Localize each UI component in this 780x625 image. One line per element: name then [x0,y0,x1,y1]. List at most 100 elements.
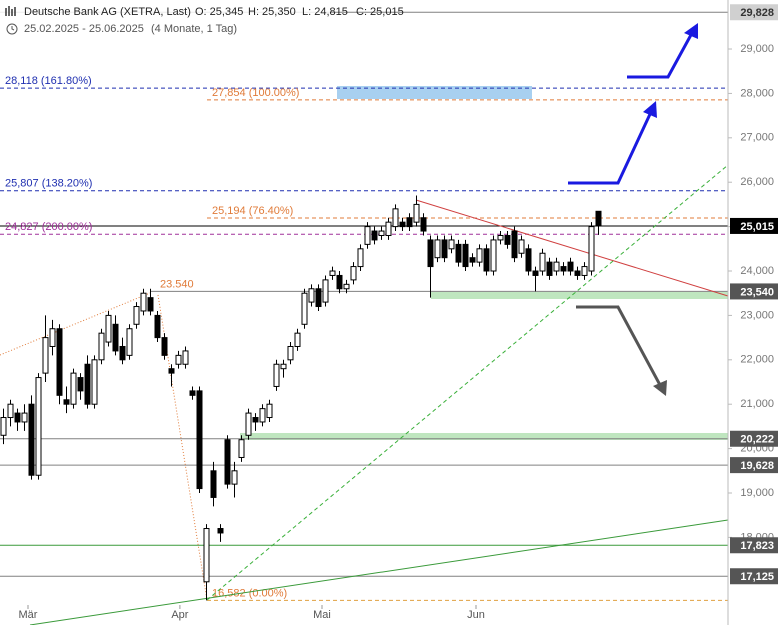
candle-body [406,217,413,228]
candle-body [504,234,511,245]
candle-body [126,328,133,356]
price-box-label: 17,823 [740,540,774,552]
arrow [627,32,694,79]
candle-body [168,368,175,374]
y-tick-label: 21,000 [740,398,774,410]
candle-body [217,528,224,534]
y-tick-label: 22,000 [740,354,774,366]
candle-body [511,230,518,259]
candle-body [175,354,182,365]
candle-body [434,239,441,259]
candle-body [196,390,203,490]
target-zone [337,86,532,99]
candle-body [140,292,147,312]
candle-body [574,270,581,276]
candle-body [595,210,602,227]
y-tick-label: 19,000 [740,487,774,499]
level-label: 23.540 [160,278,194,290]
candle-body [182,350,189,365]
ohlc-high: H: 25,350 [248,6,296,18]
candle-body [294,332,301,347]
arrowhead [653,380,667,396]
level-label: 25,194 (76.40%) [212,205,293,217]
price-box-label: 23,540 [740,286,774,298]
price-box [730,537,778,554]
candle-body [28,403,35,476]
candle-body [469,257,476,263]
candle-body [35,377,42,476]
price-box-label: 29,828 [740,7,774,19]
y-tick-label: 29,000 [740,43,774,55]
fib-line [0,292,151,356]
period: (4 Monate, 1 Tag) [151,23,237,35]
candle-body [448,239,455,250]
candle-body [231,470,238,485]
price-box [730,4,778,21]
level-label: 24,827 (200.00%) [5,221,92,233]
x-tick-label: Jun [467,609,485,621]
candle-body [371,230,378,241]
candle-body [56,328,63,396]
axis: 29,00028,00027,00026,00025,00024,00023,0… [19,4,778,621]
ohlc-low: L: 24,815 [302,6,348,18]
candle-body [42,337,49,374]
candle-body [0,417,7,436]
y-tick-label: 26,000 [740,176,774,188]
candle-body [112,323,119,352]
candle-body [203,528,210,583]
header-bg [0,2,330,38]
candle-body [245,412,252,436]
candle-body [98,332,105,361]
price-box [730,430,778,447]
candle-body [588,226,595,272]
price-box-label: 17,125 [740,571,774,583]
price-box-label: 19,628 [740,460,774,472]
price-box [730,457,778,474]
level-label: 16,582 (0.00%) [212,587,287,599]
candle-body [49,328,56,347]
arrow [576,305,662,386]
y-tick-label: 28,000 [740,87,774,99]
candle-body [518,239,525,254]
candle-body [420,217,427,232]
candle-body [392,208,399,228]
candle-body [483,248,490,272]
price-box [730,568,778,585]
ohlc-open: O: 25,345 [195,6,243,18]
candle-body [259,408,266,423]
candle-body [427,239,434,268]
candle-body [476,248,483,263]
x-tick-label: Mai [313,609,331,621]
candles [0,195,602,601]
candle-body [154,314,161,339]
candle-body [413,203,420,223]
y-tick-label: 23,000 [740,309,774,321]
candle-body [63,399,70,405]
support-trendline [206,164,729,601]
candle-body [553,261,560,272]
candle-body [266,403,273,419]
price-box-label: 25,015 [740,221,774,233]
resistance-trendline [415,199,729,297]
candle-body [77,377,84,392]
y-tick-label: 27,000 [740,132,774,144]
x-tick-label: Mär [19,609,38,621]
clock-icon [6,23,18,35]
candle-body [287,345,294,361]
level-label: 25,807 (138.20%) [5,178,92,190]
price-box [730,217,778,234]
candle-body [21,412,28,423]
candle-body [560,266,567,272]
arrow [568,111,653,185]
candle-body [238,439,245,458]
candle-body [301,292,308,325]
candle-body [581,266,588,276]
level-label: 27,854 (100.00%) [212,87,299,99]
candle-body [343,283,350,290]
candle-body [224,439,231,485]
candle-body [105,314,112,343]
candle-body [70,372,77,405]
candle-body [14,412,21,423]
